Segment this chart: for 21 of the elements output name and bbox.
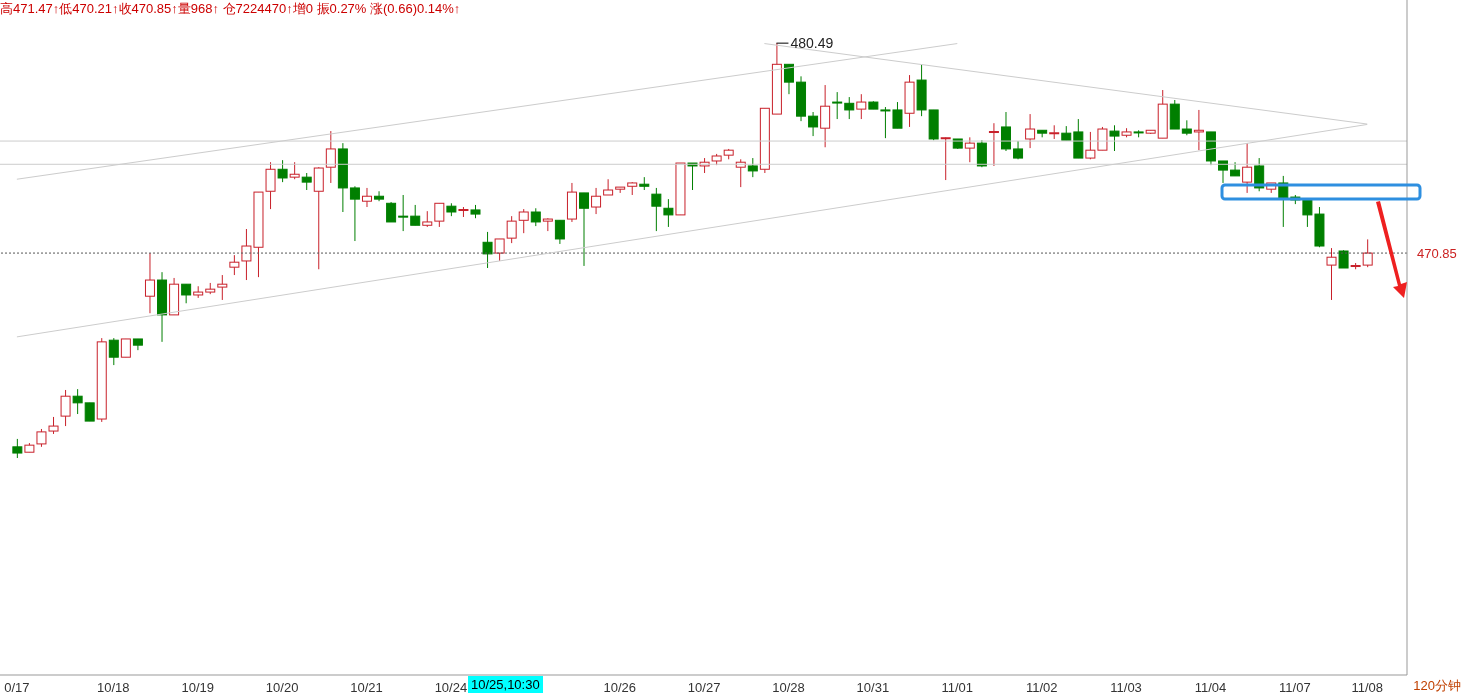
x-tick-label: 11/01 [941,680,974,696]
x-tick-label: 10/24 [434,680,468,696]
x-tick-label: 11/04 [1194,680,1227,696]
x-tick-label: 10/27 [687,680,721,696]
x-tick-label: 10/20 [265,680,299,696]
x-tick-label: 10/19 [181,680,214,696]
x-tick-label: 10/21 [350,680,383,696]
x-tick-label: 10/31 [856,680,890,696]
x-tick-label: 11/07 [1279,680,1311,696]
x-tick-label: 10/28 [772,680,805,696]
text: 470.85 [1417,246,1457,262]
text: 120分钟 [1413,677,1461,695]
x-tick-label: 10/18 [97,680,130,696]
x-tick-label: 11/03 [1110,680,1142,696]
chart-title: 高471.47↑低470.21↑收470.85↑量968↑ 仓7224470↑增0 振0.27% 涨(0.66)0.14%↑ [0,0,461,18]
annotation: 480.49 [790,35,834,52]
x-tick-label: 11/02 [1025,680,1058,696]
x-tick-label: 10/26 [603,680,636,696]
text: 10/25,10:30 [468,676,543,693]
x-tick-label: 11/08 [1351,680,1383,696]
x-tick-label: 0/17 [4,680,30,696]
